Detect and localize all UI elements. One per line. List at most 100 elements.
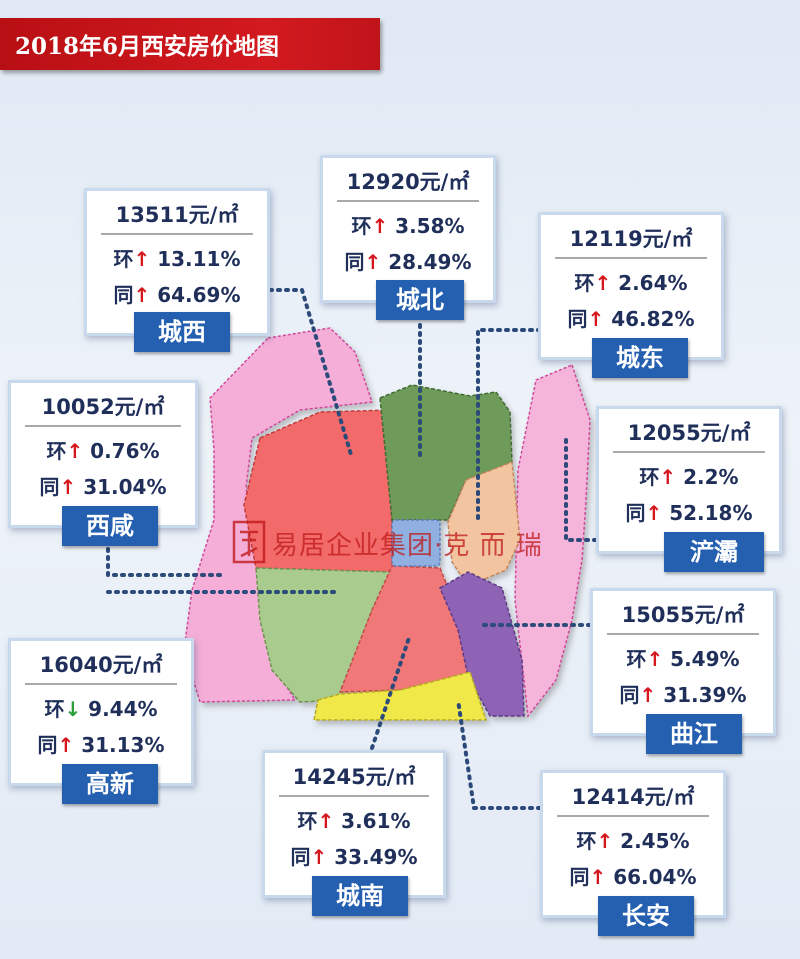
- arrow-up-icon: ↑: [646, 647, 664, 671]
- district-card-chengdong[interactable]: 12119元/㎡ 环↑ 2.64% 同↑ 46.82%: [538, 212, 724, 360]
- yoy-change-label: 同: [619, 683, 640, 707]
- district-card-changan[interactable]: 12414元/㎡ 环↑ 2.45% 同↑ 66.04%: [540, 770, 726, 918]
- mom-change-label: 环: [626, 647, 647, 671]
- divider: [279, 795, 429, 797]
- leader-chengxi: [268, 288, 354, 460]
- divider: [613, 451, 765, 453]
- mom-change-value: 3.58%: [388, 214, 465, 238]
- watermark-logo-icon: [232, 520, 266, 564]
- region-center[interactable]: [391, 519, 441, 567]
- yoy-change: 同↑ 31.39%: [593, 679, 773, 708]
- mom-change-label: 环: [44, 697, 65, 721]
- leader-chanba: [564, 438, 602, 542]
- district-name-tag-chengnan[interactable]: 城南: [312, 876, 408, 916]
- divider: [25, 425, 181, 427]
- arrow-up-icon: ↑: [57, 733, 75, 757]
- arrow-up-icon: ↑: [364, 250, 382, 274]
- region-qujiang[interactable]: [439, 571, 525, 717]
- yoy-change-value: 31.13%: [74, 733, 165, 757]
- yoy-change-label: 同: [113, 283, 134, 307]
- mom-change: 环↑ 3.58%: [323, 210, 493, 239]
- price-text: 16040元/㎡: [39, 653, 163, 677]
- yoy-change: 同↑ 46.82%: [541, 303, 721, 332]
- district-name-tag-changan[interactable]: 长安: [598, 896, 694, 936]
- mom-change-label: 环: [574, 271, 595, 295]
- leader-chengnan: [370, 633, 412, 750]
- yoy-change-value: 31.04%: [76, 475, 167, 499]
- mom-change-value: 2.45%: [613, 829, 690, 853]
- yoy-change: 同↑ 33.49%: [265, 841, 443, 870]
- leader-chengdong: [476, 328, 542, 522]
- district-name-tag-qujiang[interactable]: 曲江: [646, 714, 742, 754]
- watermark-text: 易居企业集团·克 而 瑞: [272, 531, 543, 561]
- district-name-tag-chengbei[interactable]: 城北: [376, 280, 464, 320]
- divider: [101, 233, 253, 235]
- arrow-up-icon: ↑: [587, 307, 605, 331]
- yoy-change-value: 33.49%: [327, 845, 418, 869]
- yoy-change-label: 同: [344, 250, 365, 274]
- district-card-chengbei[interactable]: 12920元/㎡ 环↑ 3.58% 同↑ 28.49%: [320, 155, 496, 303]
- region-chengdong[interactable]: [514, 363, 591, 718]
- yoy-change-label: 同: [39, 475, 60, 499]
- mom-change-label: 环: [639, 465, 660, 489]
- district-card-chanba[interactable]: 12055元/㎡ 环↑ 2.2% 同↑ 52.18%: [596, 406, 782, 554]
- mom-change: 环↑ 2.64%: [541, 267, 721, 296]
- arrow-up-icon: ↑: [589, 865, 607, 889]
- yoy-change: 同↑ 64.69%: [87, 279, 267, 308]
- yoy-change-value: 31.39%: [656, 683, 747, 707]
- mom-change-value: 9.44%: [81, 697, 158, 721]
- mom-change-value: 5.49%: [663, 647, 740, 671]
- district-name-tag-gaoxin[interactable]: 高新: [62, 764, 158, 804]
- mom-change-label: 环: [46, 439, 67, 463]
- yoy-change-value: 28.49%: [381, 250, 472, 274]
- arrow-down-icon: ↓: [64, 697, 82, 721]
- region-xixian[interactable]: [183, 327, 374, 703]
- divider: [557, 815, 709, 817]
- district-card-chengxi[interactable]: 13511元/㎡ 环↑ 13.11% 同↑ 64.69%: [84, 188, 270, 336]
- district-name-tag-xixian[interactable]: 西咸: [62, 506, 158, 546]
- mom-change: 环↑ 2.2%: [599, 461, 779, 490]
- divider: [337, 200, 479, 202]
- yoy-change-label: 同: [567, 307, 588, 331]
- region-chengxi[interactable]: [243, 409, 393, 573]
- arrow-up-icon: ↑: [59, 475, 77, 499]
- yoy-change-label: 同: [569, 865, 590, 889]
- district-name-tag-chengxi[interactable]: 城西: [134, 312, 230, 352]
- arrow-up-icon: ↑: [133, 283, 151, 307]
- mom-change-label: 环: [576, 829, 597, 853]
- district-card-gaoxin[interactable]: 16040元/㎡ 环↓ 9.44% 同↑ 31.13%: [8, 638, 194, 786]
- mom-change-value: 2.2%: [676, 465, 739, 489]
- price-text: 10052元/㎡: [41, 395, 165, 419]
- title-banner: 2018年6月西安房价地图: [0, 18, 380, 70]
- region-changan[interactable]: [313, 671, 488, 721]
- price-text: 12119元/㎡: [569, 227, 693, 251]
- district-name-tag-chanba[interactable]: 浐灞: [664, 532, 764, 572]
- yoy-change-label: 同: [290, 845, 311, 869]
- divider: [607, 633, 759, 635]
- yoy-change-value: 46.82%: [604, 307, 695, 331]
- yoy-change-label: 同: [625, 501, 646, 525]
- arrow-up-icon: ↑: [639, 683, 657, 707]
- mom-change-value: 3.61%: [334, 809, 411, 833]
- region-chanba[interactable]: [447, 460, 521, 587]
- mom-change-label: 环: [297, 809, 318, 833]
- yoy-change-value: 52.18%: [662, 501, 753, 525]
- arrow-up-icon: ↑: [310, 845, 328, 869]
- arrow-up-icon: ↑: [594, 271, 612, 295]
- district-name-tag-chengdong[interactable]: 城东: [592, 338, 688, 378]
- mom-change: 环↑ 3.61%: [265, 805, 443, 834]
- arrow-up-icon: ↑: [66, 439, 84, 463]
- yoy-change: 同↑ 31.04%: [11, 471, 195, 500]
- mom-change-value: 2.64%: [611, 271, 688, 295]
- divider: [555, 257, 707, 259]
- mom-change: 环↑ 0.76%: [11, 435, 195, 464]
- yoy-change: 同↑ 52.18%: [599, 497, 779, 526]
- yoy-change: 同↑ 28.49%: [323, 246, 493, 275]
- mom-change: 环↑ 5.49%: [593, 643, 773, 672]
- arrow-up-icon: ↑: [371, 214, 389, 238]
- price-text: 14245元/㎡: [292, 765, 416, 789]
- district-card-qujiang[interactable]: 15055元/㎡ 环↑ 5.49% 同↑ 31.39%: [590, 588, 776, 736]
- mom-change-value: 13.11%: [150, 247, 241, 271]
- district-card-chengnan[interactable]: 14245元/㎡ 环↑ 3.61% 同↑ 33.49%: [262, 750, 446, 898]
